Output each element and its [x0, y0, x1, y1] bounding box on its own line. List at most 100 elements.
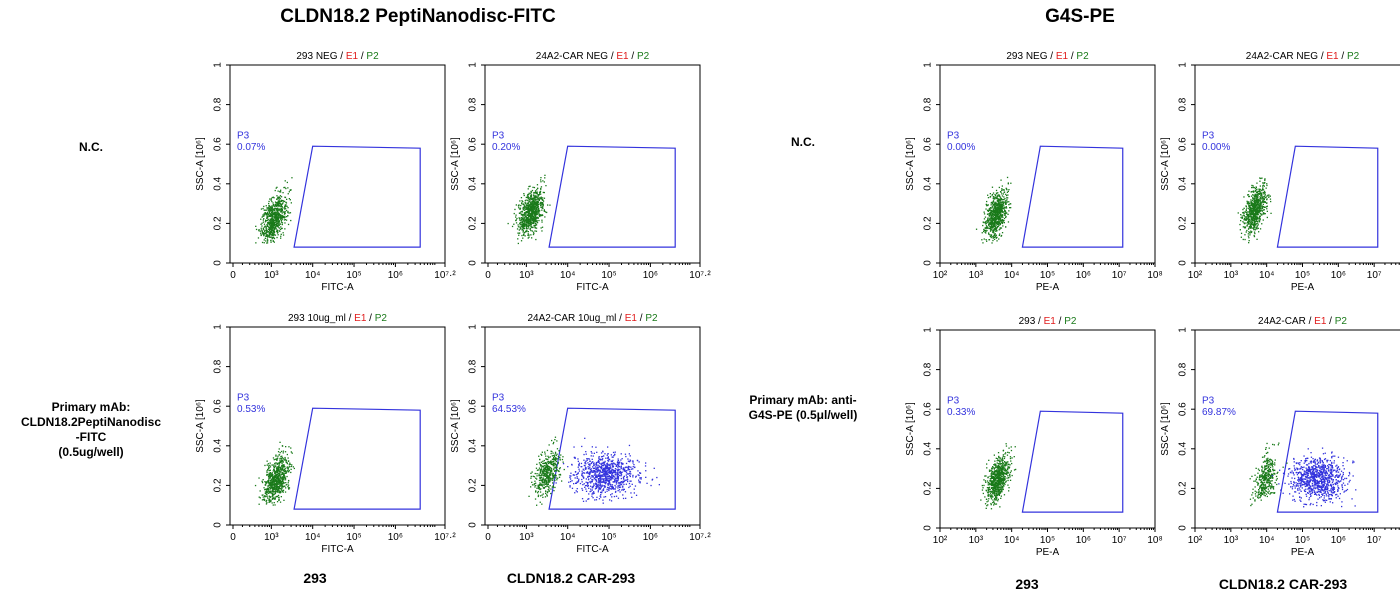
event-point: [1248, 202, 1250, 204]
event-point: [555, 467, 557, 469]
event-point: [604, 491, 606, 493]
event-point: [591, 480, 593, 482]
event-point: [270, 214, 272, 216]
event-point: [527, 194, 529, 196]
event-point: [1004, 214, 1006, 216]
event-point: [273, 224, 275, 226]
event-point: [590, 490, 592, 492]
event-point: [998, 203, 1000, 205]
event-point: [593, 464, 595, 466]
event-point: [639, 472, 642, 474]
event-point: [531, 198, 533, 200]
event-point: [536, 475, 538, 477]
event-point: [598, 457, 600, 459]
event-point: [284, 218, 286, 221]
event-point: [556, 453, 558, 455]
event-point: [529, 215, 531, 217]
event-point: [625, 474, 627, 476]
event-point: [538, 212, 540, 214]
event-point: [606, 477, 608, 479]
event-point: [999, 199, 1001, 202]
event-point: [523, 208, 525, 210]
event-point: [284, 210, 286, 213]
event-point: [270, 199, 272, 201]
event-point: [633, 492, 635, 494]
event-point: [597, 491, 599, 493]
event-point: [602, 475, 604, 478]
event-point: [993, 211, 996, 213]
event-point: [1003, 222, 1005, 224]
y-axis-label: SSC-A [10⁶]: [1160, 137, 1171, 191]
event-point: [1000, 207, 1002, 209]
event-point: [540, 202, 542, 205]
event-point: [288, 469, 290, 472]
event-point: [266, 220, 268, 222]
event-point: [278, 205, 280, 208]
event-point: [998, 212, 1000, 215]
event-point: [273, 205, 276, 207]
event-point: [267, 225, 269, 227]
event-point: [540, 479, 542, 481]
event-point: [530, 226, 532, 228]
event-point: [544, 462, 546, 464]
event-point: [287, 457, 289, 459]
event-point: [280, 457, 282, 459]
event-point: [540, 206, 542, 208]
event-point: [609, 481, 611, 484]
event-point: [532, 209, 534, 211]
event-point: [584, 467, 586, 469]
event-point: [523, 227, 526, 230]
event-point: [281, 478, 284, 480]
event-point: [996, 199, 998, 202]
event-point: [585, 467, 587, 469]
event-point: [263, 223, 266, 225]
event-point: [268, 215, 271, 217]
event-point: [610, 488, 613, 490]
event-point: [275, 480, 277, 482]
event-point: [269, 472, 271, 474]
event-point: [612, 488, 614, 490]
event-point: [595, 474, 597, 477]
event-point: [280, 235, 282, 237]
x-axis-label: FITC-A: [321, 282, 354, 293]
event-point: [1002, 193, 1005, 195]
event-point: [263, 234, 265, 236]
event-point: [538, 479, 541, 482]
event-point: [533, 221, 535, 224]
event-point: [284, 196, 286, 198]
event-point: [614, 476, 616, 478]
event-point: [535, 230, 538, 232]
event-point: [991, 226, 993, 228]
event-point: [266, 242, 269, 244]
event-point: [638, 479, 640, 481]
event-point: [261, 481, 264, 484]
event-point: [999, 213, 1001, 215]
event-point: [620, 467, 622, 470]
event-point: [273, 488, 275, 490]
event-point: [607, 457, 609, 459]
event-point: [272, 504, 274, 506]
event-point: [524, 219, 527, 222]
event-point: [266, 234, 268, 236]
event-point: [527, 188, 529, 190]
event-point: [611, 487, 613, 489]
event-point: [549, 467, 552, 469]
event-point: [535, 216, 537, 218]
event-point: [555, 459, 557, 462]
event-point: [271, 232, 273, 234]
event-point: [281, 445, 284, 447]
event-point: [265, 481, 267, 483]
event-point: [277, 471, 279, 473]
event-point: [982, 242, 984, 244]
event-point: [280, 191, 282, 193]
event-point: [517, 238, 519, 240]
event-point: [519, 200, 521, 202]
event-point: [282, 489, 285, 491]
event-point: [1256, 216, 1258, 218]
event-point: [993, 235, 995, 237]
event-point: [596, 486, 598, 488]
event-point: [261, 480, 263, 482]
event-point: [273, 237, 276, 240]
event-point: [527, 210, 529, 212]
event-point: [1260, 194, 1262, 196]
